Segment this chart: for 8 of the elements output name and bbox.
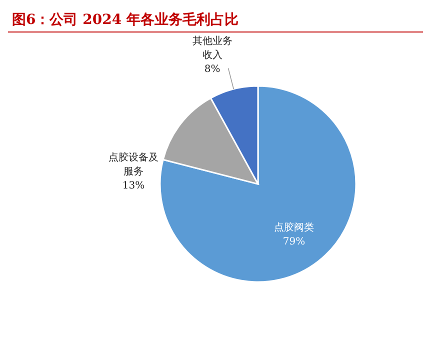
slice-label: 点胶设备及服务 — [108, 152, 159, 178]
slice-label: 点胶阀类 — [274, 221, 314, 234]
data-label: 13% — [122, 180, 145, 192]
slice-label: 其他业务收入 — [192, 35, 232, 62]
data-label: 79% — [282, 236, 306, 248]
chart-title: 图6：公司 2024 年各业务毛利占比 — [12, 11, 238, 28]
pie-slice — [159, 85, 357, 283]
data-label: 8% — [204, 64, 220, 76]
